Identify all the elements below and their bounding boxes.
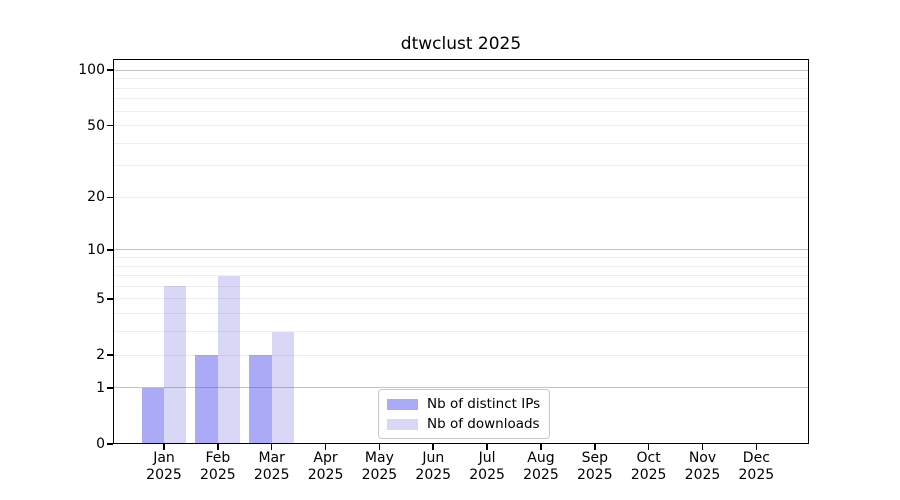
- legend-swatch-nb-of-downloads: [387, 418, 418, 430]
- x-axis-tick-label: May 2025: [343, 450, 415, 483]
- x-axis-tick: [594, 444, 596, 450]
- x-axis-tick-label: Mar 2025: [236, 450, 308, 483]
- legend-item-nb-of-downloads: Nb of downloads: [387, 416, 540, 432]
- x-tick-year: 2025: [361, 466, 398, 483]
- x-tick-month: Dec: [742, 450, 770, 466]
- gridline-major: [113, 69, 809, 71]
- x-tick-month: Feb: [205, 450, 231, 466]
- x-tick-month: Apr: [313, 450, 338, 466]
- bar-nb-of-distinct-ips-mar: [249, 355, 272, 444]
- gridline-minor: [113, 275, 809, 277]
- x-tick-month: May: [364, 450, 394, 466]
- gridline-minor: [113, 354, 809, 356]
- x-axis-tick: [378, 444, 381, 450]
- plot-area: [113, 59, 809, 444]
- x-axis-tick: [270, 444, 273, 450]
- x-tick-year: 2025: [523, 466, 559, 483]
- gridline-minor: [113, 78, 809, 80]
- y-axis-tick-label: 100: [78, 62, 105, 79]
- x-tick-year: 2025: [146, 466, 182, 483]
- y-axis-tick: [107, 298, 113, 300]
- x-tick-month: Aug: [527, 450, 555, 466]
- x-axis-tick-label: Jan 2025: [128, 450, 200, 483]
- y-axis-tick: [107, 387, 113, 389]
- x-axis-tick: [647, 444, 650, 450]
- x-tick-year: 2025: [576, 466, 613, 483]
- y-axis-tick: [107, 443, 113, 445]
- x-axis-tick-label: Feb 2025: [182, 450, 254, 483]
- x-tick-month: Jun: [422, 450, 445, 466]
- legend-item-nb-of-distinct-ips: Nb of distinct IPs: [387, 396, 540, 412]
- x-tick-year: 2025: [684, 466, 721, 483]
- x-tick-month: Jul: [478, 450, 496, 466]
- y-axis-tick-label: 10: [87, 241, 105, 258]
- bar-nb-of-distinct-ips-jan: [141, 387, 164, 444]
- gridline-minor: [113, 110, 809, 112]
- gridline-minor: [113, 165, 809, 167]
- x-axis-tick: [163, 444, 165, 450]
- gridline-minor: [113, 196, 809, 198]
- gridline-minor: [113, 98, 809, 100]
- y-axis-tick-label: 50: [87, 117, 105, 134]
- y-axis-tick-label: 5: [96, 290, 105, 307]
- x-tick-year: 2025: [307, 466, 344, 483]
- gridline-minor: [113, 313, 809, 315]
- x-axis-tick-label: Jun 2025: [397, 450, 469, 483]
- gridline-major: [113, 387, 809, 389]
- x-tick-year: 2025: [469, 466, 505, 483]
- legend-label: Nb of distinct IPs: [427, 396, 541, 412]
- gridline-minor: [113, 257, 809, 258]
- chart-title: dtwclust 2025: [400, 34, 522, 54]
- x-axis-tick-label: Nov 2025: [667, 450, 739, 483]
- legend-swatch-nb-of-distinct-ips: [387, 398, 418, 410]
- gridline-minor: [113, 298, 809, 300]
- gridline-minor: [113, 142, 809, 144]
- y-axis-tick-label: 2: [96, 347, 105, 364]
- bar-nb-of-distinct-ips-feb: [195, 355, 218, 444]
- x-tick-month: Sep: [581, 450, 608, 466]
- x-axis-tick-label: Jul 2025: [451, 450, 523, 483]
- legend: Nb of distinct IPs Nb of downloads: [378, 389, 551, 439]
- gridline-minor: [113, 265, 809, 267]
- x-axis-tick-label: Sep 2025: [559, 450, 631, 483]
- x-tick-year: 2025: [738, 466, 775, 483]
- x-tick-year: 2025: [200, 466, 236, 483]
- x-axis-tick-label: Dec 2025: [720, 450, 792, 483]
- y-axis-tick: [107, 69, 113, 71]
- x-tick-month: Mar: [258, 450, 285, 466]
- y-axis-tick: [107, 354, 113, 356]
- bar-nb-of-downloads-mar: [271, 331, 295, 444]
- x-tick-month: Nov: [688, 450, 717, 466]
- x-axis-tick: [217, 444, 219, 450]
- legend-label: Nb of downloads: [427, 416, 540, 432]
- y-axis-tick-label: 1: [96, 379, 105, 396]
- y-axis-tick: [107, 248, 113, 251]
- x-axis-tick: [324, 444, 327, 450]
- y-axis-tick: [107, 124, 113, 127]
- x-tick-month: Jan: [153, 450, 175, 466]
- x-axis-tick: [432, 444, 435, 450]
- gridline-major: [113, 249, 809, 251]
- gridline-minor: [113, 87, 809, 89]
- x-axis-tick: [540, 444, 542, 450]
- gridline-minor: [113, 285, 809, 287]
- x-axis-tick: [701, 444, 704, 450]
- x-axis-tick: [755, 444, 758, 450]
- y-axis-tick-label: 0: [96, 436, 105, 452]
- y-axis-tick-label: 20: [87, 189, 105, 206]
- x-tick-month: Oct: [636, 450, 661, 466]
- y-axis-tick: [107, 196, 113, 199]
- bar-nb-of-downloads-feb: [217, 275, 241, 444]
- x-axis-tick-label: Apr 2025: [290, 450, 362, 483]
- x-tick-year: 2025: [415, 466, 452, 483]
- x-tick-year: 2025: [630, 466, 667, 483]
- gridline-minor: [113, 331, 809, 333]
- gridline-minor: [113, 125, 809, 127]
- x-axis-tick-label: Aug 2025: [505, 450, 577, 483]
- bar-nb-of-downloads-jan: [164, 286, 187, 444]
- x-axis-tick-label: Oct 2025: [613, 450, 685, 483]
- x-axis-tick: [486, 444, 488, 450]
- x-tick-year: 2025: [253, 466, 290, 483]
